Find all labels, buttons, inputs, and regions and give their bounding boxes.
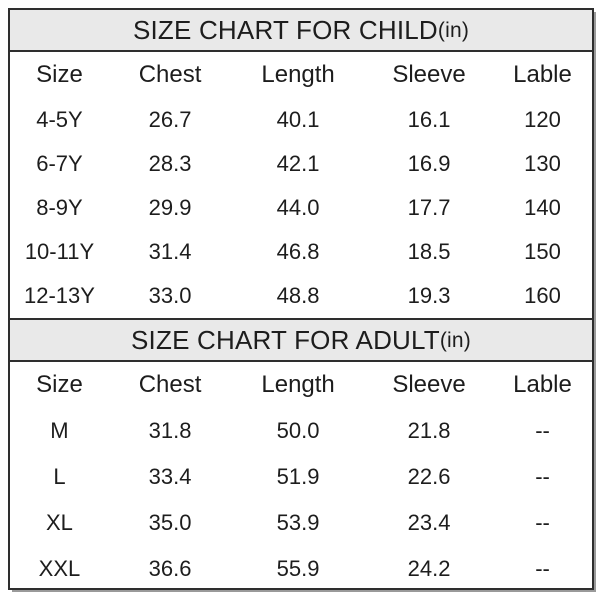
cell-size: 4-5Y — [36, 107, 83, 132]
table-row: L 33.4 51.9 22.6 -- — [10, 454, 592, 500]
cell-sleeve: 24.2 — [407, 556, 451, 581]
column-header-sleeve: Sleeve — [392, 61, 466, 88]
cell-size: M — [50, 418, 69, 443]
table-row: 10-11Y 31.4 46.8 18.5 150 — [10, 230, 592, 274]
cell-length: 51.9 — [276, 464, 320, 489]
cell-sleeve: 19.3 — [407, 283, 451, 308]
cell-lable: 160 — [524, 283, 561, 308]
table-row: 12-13Y 33.0 48.8 19.3 160 — [10, 274, 592, 318]
adult-table-title-bar: SIZE CHART FOR ADULT (in) — [10, 318, 592, 362]
child-table-title-unit: (in) — [437, 19, 470, 42]
child-table-title: SIZE CHART FOR CHILD — [132, 14, 438, 45]
cell-size: XL — [46, 510, 73, 535]
child-table-title-bar: SIZE CHART FOR CHILD (in) — [10, 10, 592, 52]
table-row: XXL 36.6 55.9 24.2 -- — [10, 546, 592, 592]
column-header-lable: Lable — [513, 61, 572, 88]
cell-chest: 26.7 — [148, 107, 192, 132]
cell-lable: 130 — [524, 151, 561, 176]
column-header-length: Length — [261, 371, 335, 398]
cell-lable: -- — [535, 556, 550, 581]
table-row: M 31.8 50.0 21.8 -- — [10, 408, 592, 454]
adult-table-title-unit: (in) — [439, 329, 471, 352]
adult-size-table: SIZE CHART FOR ADULT (in) Size Chest Leng… — [10, 318, 592, 592]
child-table-header-row: Size Chest Length Sleeve Lable — [10, 52, 592, 98]
cell-size: 8-9Y — [36, 195, 83, 220]
child-size-table: SIZE CHART FOR CHILD (in) Size Chest Leng… — [10, 10, 592, 318]
cell-lable: 120 — [524, 107, 561, 132]
column-header-length: Length — [261, 61, 335, 88]
cell-chest: 31.8 — [148, 418, 192, 443]
cell-lable: 140 — [524, 195, 561, 220]
cell-length: 48.8 — [276, 283, 320, 308]
cell-chest: 33.4 — [148, 464, 192, 489]
table-row: 8-9Y 29.9 44.0 17.7 140 — [10, 186, 592, 230]
cell-sleeve: 18.5 — [407, 239, 451, 264]
cell-sleeve: 17.7 — [407, 195, 451, 220]
cell-length: 40.1 — [276, 107, 320, 132]
table-row: 4-5Y 26.7 40.1 16.1 120 — [10, 98, 592, 142]
cell-lable: -- — [535, 464, 550, 489]
cell-chest: 31.4 — [148, 239, 192, 264]
cell-chest: 35.0 — [148, 510, 192, 535]
cell-length: 44.0 — [276, 195, 320, 220]
size-chart-card: SIZE CHART FOR CHILD (in) Size Chest Leng… — [8, 8, 594, 590]
cell-lable: -- — [535, 510, 550, 535]
table-row: 6-7Y 28.3 42.1 16.9 130 — [10, 142, 592, 186]
cell-length: 42.1 — [276, 151, 320, 176]
column-header-chest: Chest — [138, 371, 202, 398]
column-header-lable: Lable — [513, 371, 572, 398]
cell-size: 6-7Y — [36, 151, 83, 176]
cell-length: 55.9 — [276, 556, 320, 581]
cell-size: 10-11Y — [24, 239, 95, 264]
cell-length: 50.0 — [276, 418, 320, 443]
cell-sleeve: 22.6 — [407, 464, 451, 489]
cell-sleeve: 16.1 — [407, 107, 451, 132]
column-header-size: Size — [36, 61, 83, 88]
cell-sleeve: 16.9 — [407, 151, 451, 176]
cell-length: 46.8 — [276, 239, 320, 264]
cell-length: 53.9 — [276, 510, 320, 535]
column-header-sleeve: Sleeve — [392, 371, 466, 398]
column-header-size: Size — [36, 371, 83, 398]
cell-size: XXL — [38, 556, 81, 581]
cell-chest: 33.0 — [148, 283, 192, 308]
cell-chest: 36.6 — [148, 556, 192, 581]
cell-lable: -- — [535, 418, 550, 443]
cell-chest: 28.3 — [148, 151, 192, 176]
cell-sleeve: 21.8 — [407, 418, 451, 443]
cell-lable: 150 — [524, 239, 561, 264]
cell-sleeve: 23.4 — [407, 510, 451, 535]
table-row: XL 35.0 53.9 23.4 -- — [10, 500, 592, 546]
cell-size: 12-13Y — [23, 283, 95, 308]
cell-chest: 29.9 — [148, 195, 192, 220]
adult-table-title: SIZE CHART FOR ADULT — [131, 324, 440, 355]
cell-size: L — [53, 464, 66, 489]
adult-table-header-row: Size Chest Length Sleeve Lable — [10, 362, 592, 408]
column-header-chest: Chest — [138, 61, 202, 88]
